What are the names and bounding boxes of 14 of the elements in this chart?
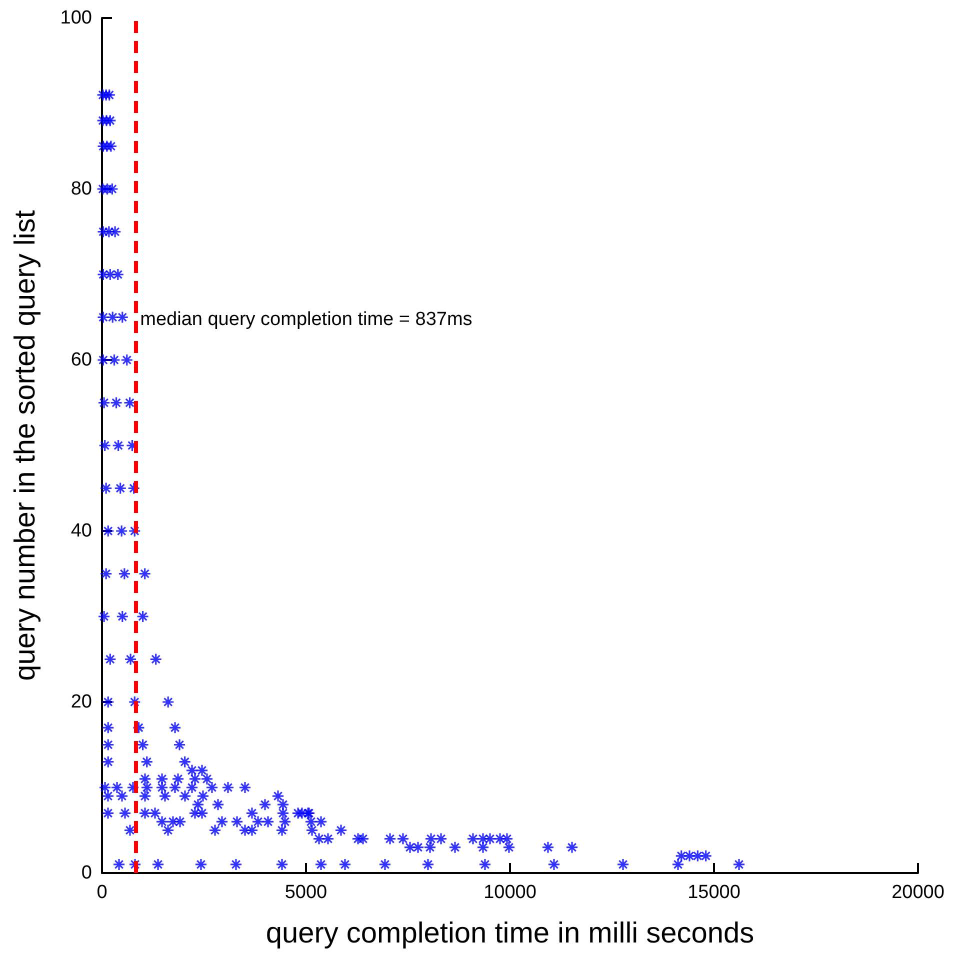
y-tick-label: 20 <box>70 692 92 712</box>
y-tick-label: 60 <box>70 350 92 370</box>
x-tick-label: 5000 <box>284 882 328 903</box>
y-tick-label: 40 <box>70 520 92 542</box>
x-tick-label: 10000 <box>484 882 536 903</box>
x-tick-label: 20000 <box>892 882 944 903</box>
y-axis-title: query number in the sorted query list <box>10 210 42 681</box>
ref-line-label: median query completion time = 837ms <box>140 309 472 330</box>
y-tick-label: 0 <box>81 862 92 884</box>
x-tick-label: 0 <box>96 882 108 903</box>
y-tick-label: 100 <box>60 8 92 28</box>
x-tick-label: 15000 <box>688 882 740 903</box>
x-axis-title: query completion time in milli seconds <box>266 918 754 950</box>
y-tick-label: 80 <box>70 178 92 200</box>
